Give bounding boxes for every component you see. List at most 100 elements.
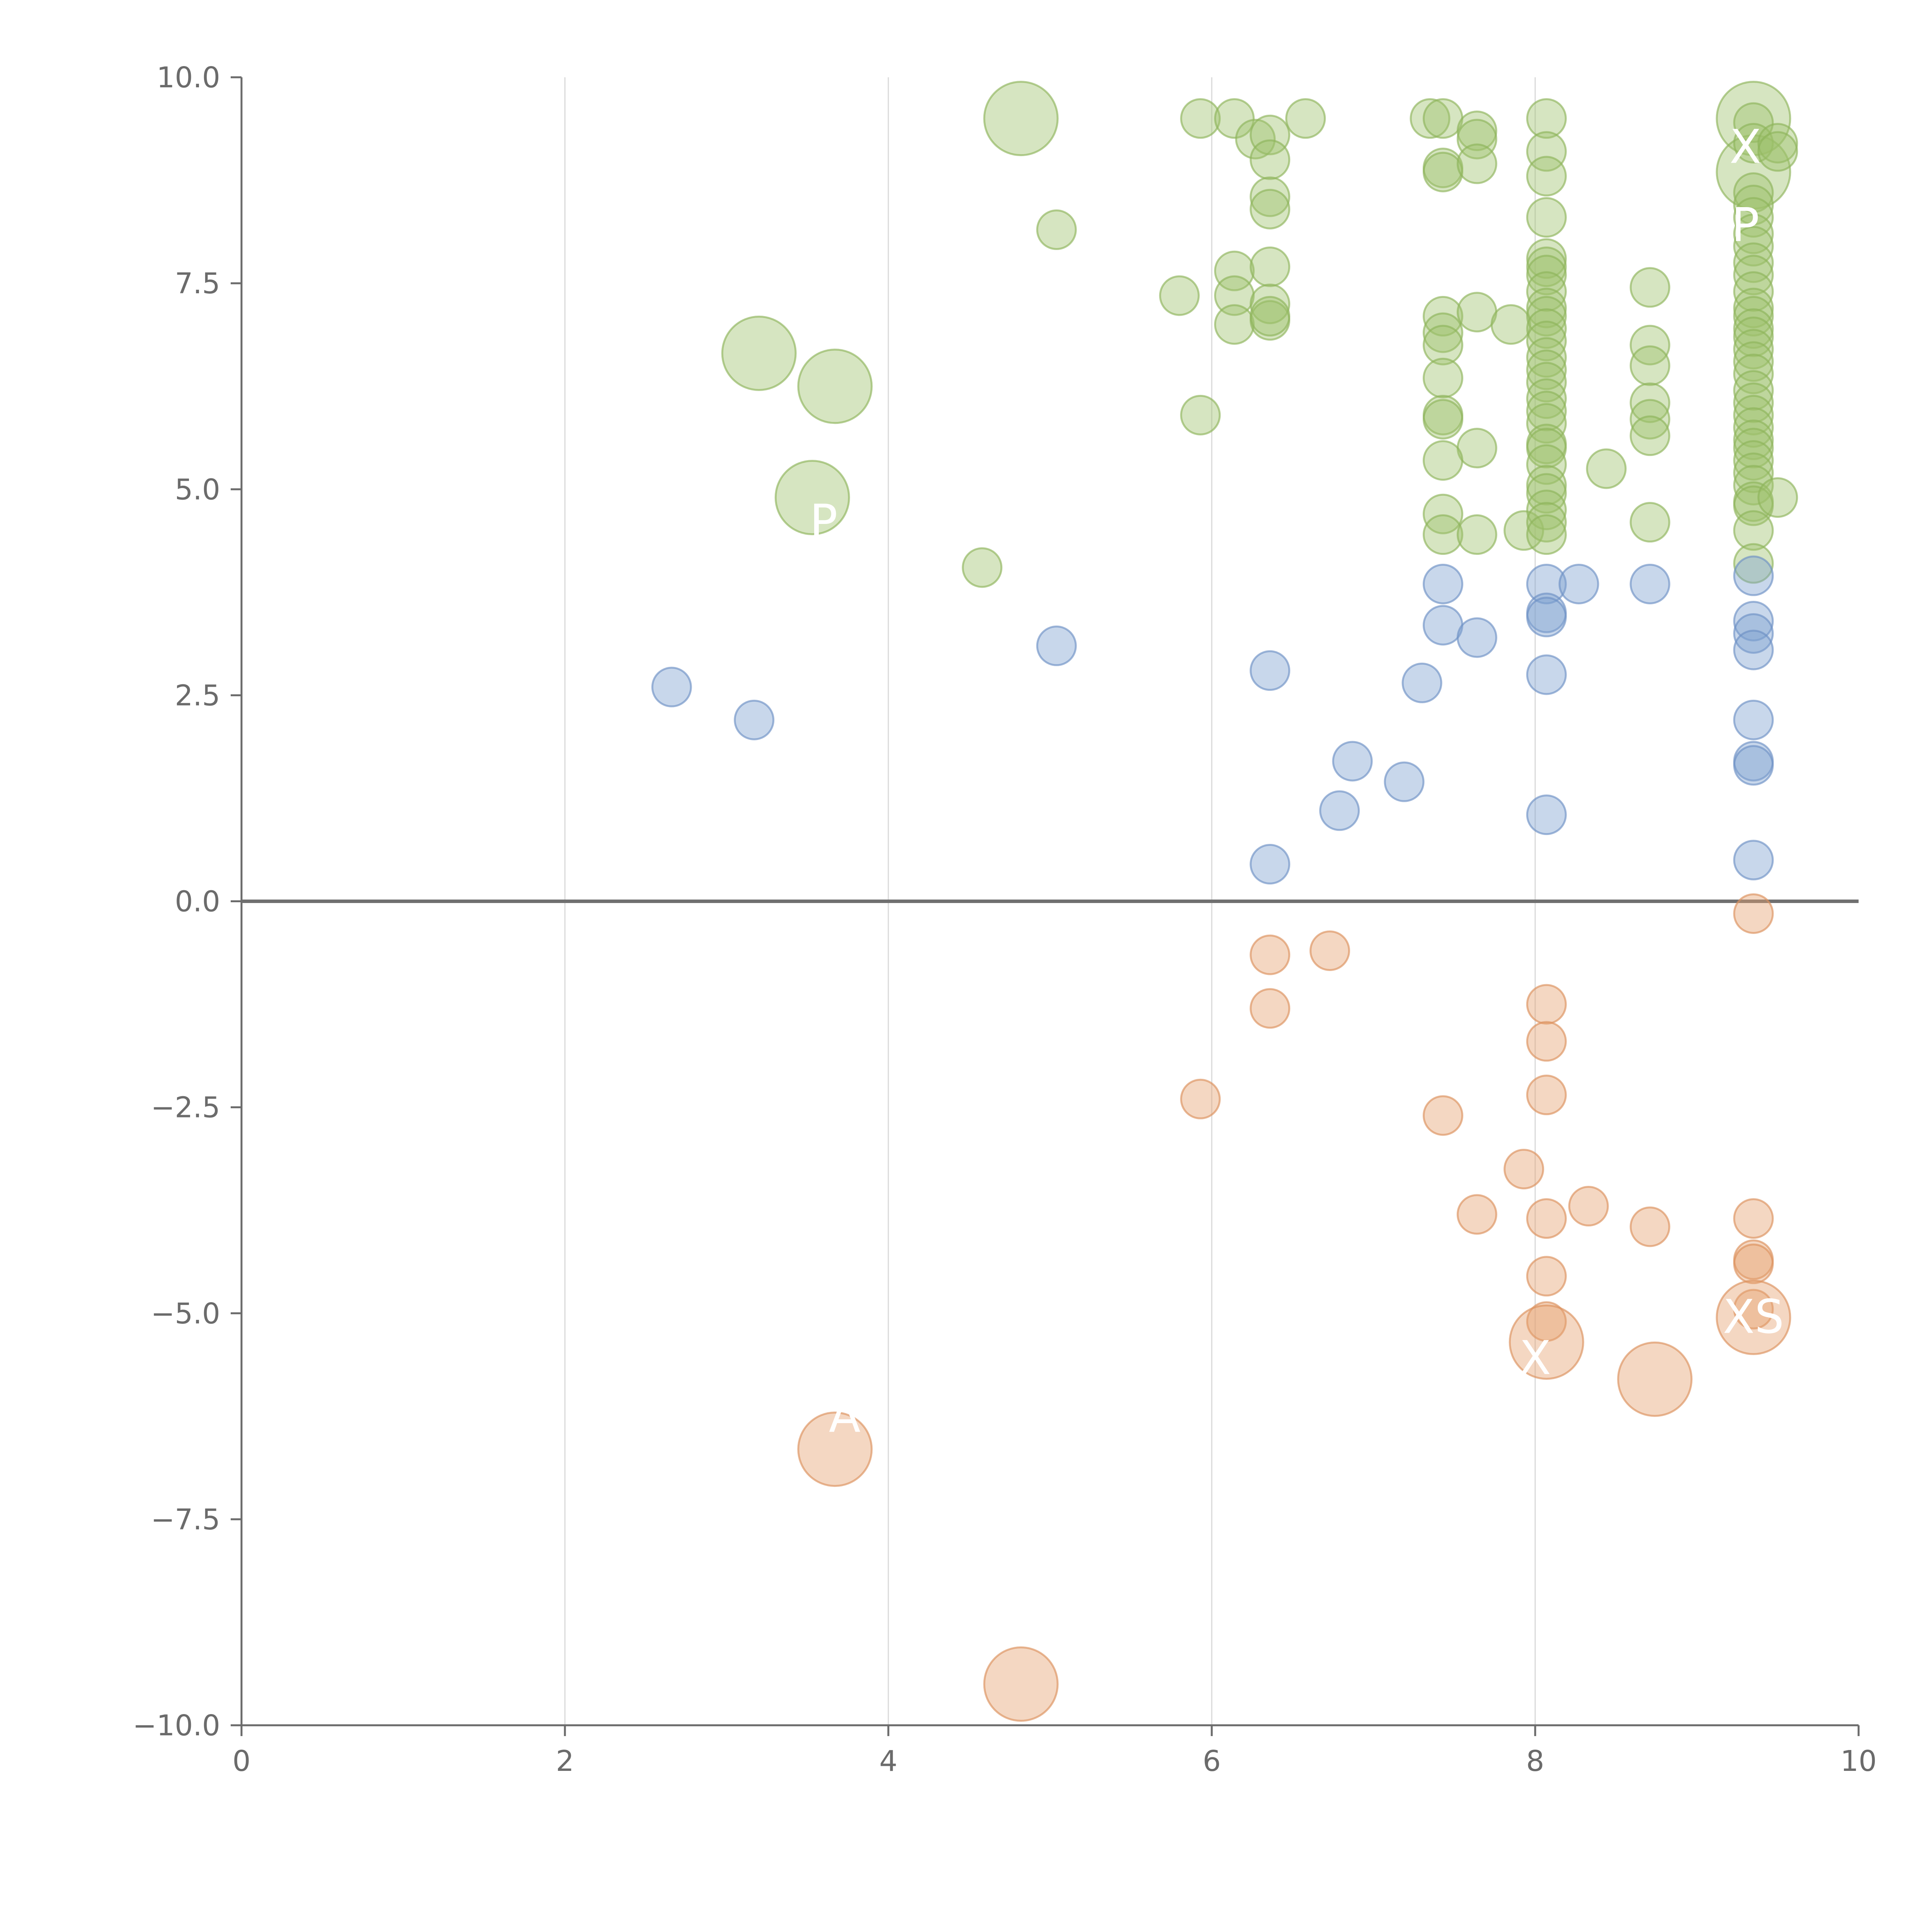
blue-bubble xyxy=(1332,741,1373,782)
green-bubble xyxy=(1733,287,1774,328)
green-bubble xyxy=(1526,246,1567,287)
green-bubble xyxy=(1159,275,1200,316)
orange-bubble xyxy=(1180,1078,1221,1119)
green-bubble xyxy=(1422,312,1463,353)
green-bubble xyxy=(1410,98,1451,139)
bubble-annotation: X xyxy=(1519,1332,1551,1385)
green-bubble xyxy=(1526,465,1567,506)
y-tick-label: 7.5 xyxy=(175,267,220,300)
green-bubble xyxy=(1733,226,1774,267)
green-bubble xyxy=(1526,378,1567,419)
green-bubble xyxy=(983,81,1059,156)
green-bubble xyxy=(1526,197,1567,238)
orange-bubble xyxy=(1250,934,1291,975)
bubble-annotation: X xyxy=(1730,120,1761,174)
green-bubble xyxy=(1526,271,1567,312)
green-bubble xyxy=(1214,250,1255,291)
green-bubble xyxy=(721,315,797,391)
green-bubble xyxy=(1733,255,1774,296)
green-bubble xyxy=(1586,448,1627,489)
green-bubble xyxy=(1526,296,1567,337)
green-bubble xyxy=(1526,362,1567,403)
green-bubble xyxy=(1490,304,1531,345)
green-bubble xyxy=(1733,428,1774,469)
green-bubble xyxy=(1733,370,1774,411)
green-bubble xyxy=(1733,296,1774,337)
green-bubble xyxy=(1629,502,1670,543)
orange-bubble xyxy=(1733,1289,1774,1330)
blue-bubble xyxy=(1629,563,1670,604)
green-bubble xyxy=(1526,255,1567,296)
blue-bubble xyxy=(1733,840,1774,881)
green-bubble xyxy=(1733,419,1774,460)
green-bubble xyxy=(1733,543,1774,584)
orange-bubble xyxy=(1422,1095,1463,1136)
green-bubble xyxy=(1422,151,1463,192)
green-bubble xyxy=(1526,98,1567,139)
blue-bubble xyxy=(1250,650,1291,691)
orange-bubble xyxy=(1716,1279,1791,1355)
green-bubble xyxy=(1733,123,1774,164)
green-bubble xyxy=(1526,473,1567,514)
green-bubble xyxy=(1250,114,1291,155)
green-bubble xyxy=(1733,440,1774,481)
orange-bubble xyxy=(797,1412,873,1487)
green-bubble xyxy=(1526,403,1567,444)
bubble-annotation: XS xyxy=(1723,1290,1784,1344)
green-bubble xyxy=(1733,485,1774,526)
y-tick-label: 10.0 xyxy=(156,61,220,94)
blue-bubble xyxy=(1733,613,1774,654)
blue-bubble xyxy=(1526,597,1567,638)
bubble-annotation: P xyxy=(810,495,837,549)
orange-bubble xyxy=(1526,984,1567,1025)
x-tick-label: 2 xyxy=(556,1745,574,1778)
green-bubble xyxy=(774,460,850,536)
orange-bubble xyxy=(1733,893,1774,934)
green-bubble xyxy=(1526,320,1567,361)
green-bubble xyxy=(1422,296,1463,337)
green-bubble xyxy=(1180,98,1221,139)
x-tick-label: 10 xyxy=(1840,1745,1877,1778)
green-bubble xyxy=(1526,349,1567,390)
green-bubble xyxy=(1526,131,1567,172)
orange-bubble xyxy=(1250,988,1291,1029)
blue-bubble xyxy=(1384,761,1425,802)
green-bubble xyxy=(1526,444,1567,485)
green-bubble xyxy=(1422,514,1463,555)
green-bubble xyxy=(1733,308,1774,349)
green-bubble xyxy=(1733,271,1774,312)
green-bubble xyxy=(1526,156,1567,197)
green-bubble xyxy=(1250,296,1291,337)
green-bubble xyxy=(1733,452,1774,493)
y-tick-label: 5.0 xyxy=(175,473,220,506)
green-bubble xyxy=(1250,139,1291,180)
green-bubble xyxy=(1733,213,1774,254)
blue-bubble xyxy=(1558,563,1599,604)
green-bubble xyxy=(962,547,1003,588)
blue-bubble xyxy=(1733,745,1774,786)
axis-layer: 0 2 4 6 8 10 10.0 7.5 5.0 2.5 0.0 −2.5 −5.0 −7.5 −10.0 xyxy=(133,61,1877,1778)
green-bubble xyxy=(1526,391,1567,432)
green-bubble xyxy=(797,349,873,424)
green-bubble xyxy=(1733,242,1774,283)
orange-bubble xyxy=(1733,1198,1774,1239)
orange-bubble xyxy=(1456,1194,1497,1235)
x-tick-label: 4 xyxy=(879,1745,897,1778)
green-bubble xyxy=(1757,477,1798,518)
green-bubble xyxy=(1180,395,1221,435)
x-tick-label: 6 xyxy=(1202,1745,1221,1778)
green-bubble xyxy=(1456,111,1497,151)
y-tick-label: −10.0 xyxy=(133,1709,220,1742)
green-bubble xyxy=(1526,287,1567,328)
green-bubble xyxy=(1422,357,1463,398)
y-tick-label: −5.0 xyxy=(151,1297,220,1330)
green-bubble xyxy=(1422,98,1463,139)
green-bubble xyxy=(1250,176,1291,217)
green-bubble xyxy=(1526,502,1567,543)
green-bubble xyxy=(1526,337,1567,378)
green-bubble xyxy=(1422,440,1463,481)
green-bubble xyxy=(1214,98,1255,139)
blue-bubble xyxy=(1733,600,1774,641)
blue-bubble xyxy=(1733,629,1774,670)
